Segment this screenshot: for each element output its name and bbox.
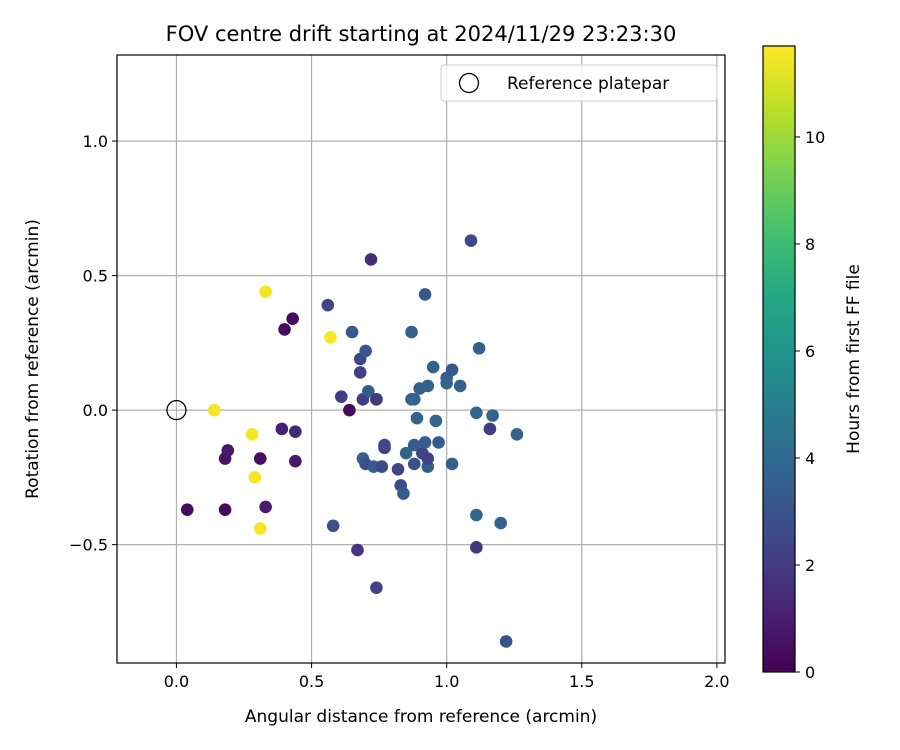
colorbar-tick-label: 10 [805,128,825,147]
legend-box [440,64,718,102]
data-point [218,503,232,516]
y-axis-label: Rotation from reference (arcmin) [23,219,43,499]
data-point [445,457,459,471]
x-tick-label: 1.0 [434,672,459,691]
chart-title: FOV centre drift starting at 2024/11/29 … [166,22,677,46]
legend-label: Reference platepar [507,74,669,94]
colorbar-frame [762,45,796,673]
colorbar-tick-label: 8 [805,235,815,254]
data-point [470,541,483,554]
colorbar-ticks: 0 2 4 6 8 10 [795,128,825,682]
x-tick-label: 0.5 [299,672,324,691]
data-point [326,519,340,533]
plot-frame [116,54,726,664]
colorbar-label: Hours from first FF file [844,264,864,454]
data-point [324,331,337,344]
x-tick-label: 0.0 [164,672,189,691]
data-point [245,428,259,441]
data-point [429,414,443,428]
data-point [248,471,262,484]
data-point [278,323,291,336]
data-points [180,234,524,648]
x-tick-label: 1.5 [569,672,594,691]
data-point [432,436,445,449]
data-point [253,452,267,465]
data-point [407,393,421,406]
y-axis-ticks: −0.5 0.0 0.5 1.0 [69,132,117,555]
data-point [426,360,440,374]
grid-lines [117,55,725,663]
y-tick-label: 0.0 [83,401,108,420]
data-point [378,438,391,452]
data-point [180,503,194,516]
data-point [418,436,432,449]
y-tick-label: 0.5 [83,267,108,286]
data-point [421,379,435,393]
data-point [407,438,421,452]
data-point [253,522,267,535]
data-point [399,446,413,460]
data-point [221,444,235,457]
y-tick-label: −0.5 [69,536,108,555]
data-point [334,390,348,403]
data-point [486,409,499,422]
data-point [207,403,221,417]
data-point [375,460,389,473]
data-point [259,285,272,299]
data-point [351,543,364,557]
legend-reference-marker [458,72,480,94]
colorbar-tick-label: 0 [805,663,815,682]
colorbar-gradient [763,46,795,672]
data-point [391,463,405,476]
data-point [410,411,424,425]
data-point [445,363,459,377]
colorbar-tick-label: 4 [805,449,815,468]
data-point [499,635,513,648]
x-axis-ticks: 0.0 0.5 1.0 1.5 2.0 [164,663,730,691]
data-point [275,422,289,436]
data-point [421,452,435,465]
x-axis-label: Angular distance from reference (arcmin) [245,707,597,727]
data-point [407,457,421,471]
data-point [483,422,497,436]
data-point [472,341,486,355]
data-point [510,428,524,441]
data-point [321,298,335,312]
data-point [453,379,467,393]
data-point [370,393,383,406]
data-point [286,312,299,325]
data-point [343,403,356,417]
reference-marker [166,399,187,421]
data-point [362,384,375,398]
colorbar: 0 2 4 6 8 10 Hours from first FF file [762,45,864,682]
legend: Reference platepar [440,64,718,102]
data-point [418,288,432,301]
reference-point [166,399,187,421]
y-tick-label: 1.0 [83,132,108,151]
colorbar-tick-label: 6 [805,342,815,361]
data-point [345,325,359,339]
data-point [397,487,410,500]
data-point [364,253,378,266]
colorbar-tick-label: 2 [805,556,815,575]
data-point [470,508,483,522]
data-point [494,516,508,530]
data-point [359,344,372,358]
data-point [370,581,383,594]
data-point [405,325,418,339]
x-tick-label: 2.0 [704,672,729,691]
data-point [289,454,302,468]
data-point [259,500,272,514]
data-point [470,406,483,420]
data-point [289,425,302,438]
data-point [353,366,367,379]
data-point [464,234,478,247]
